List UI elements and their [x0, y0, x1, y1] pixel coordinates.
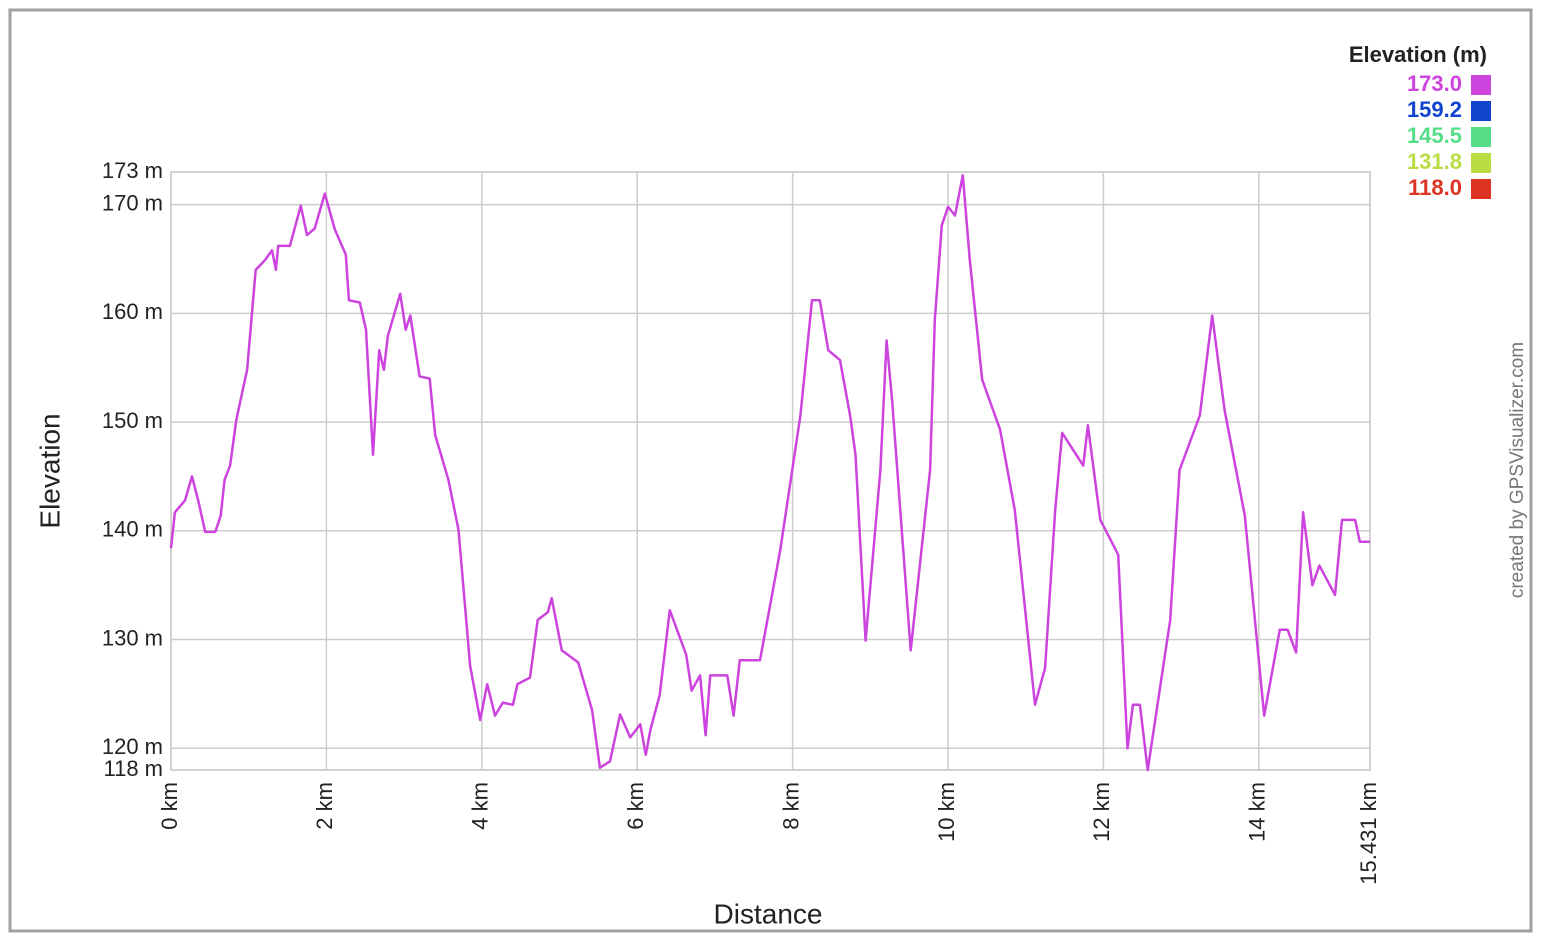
- x-tick-label: 4 km: [468, 782, 493, 830]
- legend-label: 131.8: [1407, 149, 1462, 174]
- legend-swatch: [1471, 75, 1491, 95]
- credit: created by GPSVisualizer.com: [1507, 342, 1528, 598]
- x-tick-label: 6 km: [623, 782, 648, 830]
- x-tick-label: 12 km: [1089, 782, 1114, 842]
- y-tick-label: 118 m: [103, 756, 163, 781]
- x-tick-label: 8 km: [778, 782, 803, 830]
- legend-swatch: [1471, 101, 1491, 121]
- frame: [8, 8, 1533, 933]
- x-tick-label: 14 km: [1245, 782, 1270, 842]
- legend-title: Elevation (m): [1349, 42, 1487, 67]
- x-tick-label: 0 km: [157, 782, 182, 830]
- y-tick-label: 130 m: [102, 625, 163, 650]
- legend-swatch: [1471, 179, 1491, 199]
- y-tick-label: 170 m: [102, 190, 163, 215]
- elevation-line: [169, 174, 1370, 772]
- legend-swatch: [1471, 127, 1491, 147]
- y-axis-title: Elevation: [34, 413, 65, 528]
- legend-label: 159.2: [1407, 97, 1462, 122]
- x-axis-title: Distance: [714, 898, 823, 929]
- x-tick-label: 15.431 km: [1356, 782, 1381, 885]
- legend-swatch: [1471, 153, 1491, 173]
- y-tick-label: 120 m: [102, 734, 163, 759]
- legend-label: 173.0: [1407, 71, 1462, 96]
- x-tick-label: 2 km: [312, 782, 337, 830]
- y-tick-label: 160 m: [102, 299, 163, 324]
- x-tick-label: 10 km: [934, 782, 959, 842]
- legend-label: 145.5: [1407, 123, 1462, 148]
- y-tick-label: 150 m: [102, 408, 163, 433]
- legend-label: 118.0: [1408, 175, 1462, 200]
- y-tick-label: 173 m: [102, 158, 163, 183]
- y-tick-label: 140 m: [102, 517, 163, 542]
